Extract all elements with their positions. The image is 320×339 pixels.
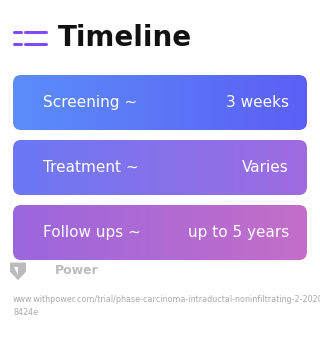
Text: Power: Power [55,263,99,277]
Polygon shape [10,262,26,280]
Text: Timeline: Timeline [58,24,192,52]
Text: 3 weeks: 3 weeks [226,95,289,110]
Text: www.withpower.com/trial/phase-carcinoma-intraductal-noninfiltrating-2-2020-: www.withpower.com/trial/phase-carcinoma-… [13,295,320,304]
Text: up to 5 years: up to 5 years [188,225,289,240]
Polygon shape [14,266,18,275]
Text: Follow ups ~: Follow ups ~ [43,225,141,240]
Text: 8424e: 8424e [13,308,38,317]
Text: Screening ~: Screening ~ [43,95,137,110]
Text: Varies: Varies [242,160,289,175]
Text: ⏐: ⏐ [15,265,21,275]
Text: Treatment ~: Treatment ~ [43,160,139,175]
